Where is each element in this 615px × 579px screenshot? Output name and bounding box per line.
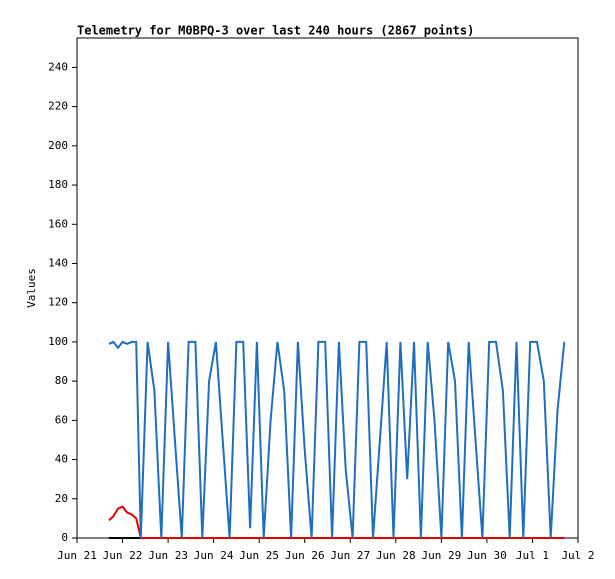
x-tick-label: Jun 24 [194, 549, 234, 562]
y-tick-label: 100 [48, 335, 68, 348]
y-tick-label: 200 [48, 139, 68, 152]
y-tick-label: 220 [48, 100, 68, 113]
chart-title: Telemetry for M0BPQ-3 over last 240 hour… [77, 24, 474, 38]
x-tick-label: Jun 29 [421, 549, 461, 562]
x-tick-label: Jun 28 [376, 549, 416, 562]
x-tick-label: Jun 26 [285, 549, 325, 562]
y-tick-label: 180 [48, 178, 68, 191]
x-tick-label: Jun 22 [103, 549, 143, 562]
y-tick-label: 80 [55, 374, 68, 387]
y-tick-label: 60 [55, 413, 68, 426]
x-tick-label: Jun 27 [330, 549, 370, 562]
y-tick-label: 160 [48, 217, 68, 230]
x-tick-label: Jul 2 [561, 549, 594, 562]
series-line [108, 505, 565, 539]
x-tick-label: Jun 21 [57, 549, 97, 562]
y-tick-label: 120 [48, 296, 68, 309]
y-tick-label: 40 [55, 453, 68, 466]
x-tick-label: Jun 30 [467, 549, 507, 562]
series-line [108, 340, 566, 539]
y-tick-label: 20 [55, 492, 68, 505]
y-tick-label: 240 [48, 60, 68, 73]
x-tick-label: Jun 23 [148, 549, 188, 562]
y-axis-label: Values [25, 268, 38, 308]
x-tick-label: Jun 25 [239, 549, 279, 562]
x-tick-label: Jul 1 [516, 549, 549, 562]
y-tick-label: 140 [48, 256, 68, 269]
y-tick-label: 0 [61, 531, 68, 544]
